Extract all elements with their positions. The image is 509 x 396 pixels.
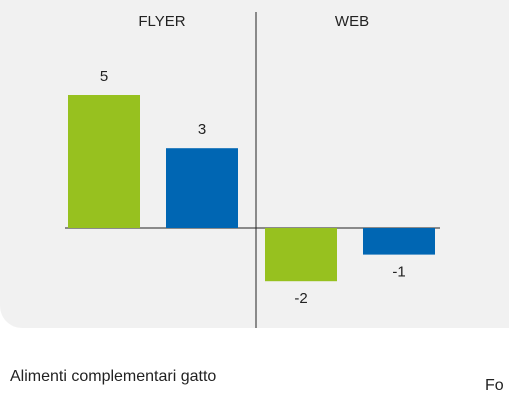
bar-chart: FLYER WEB 5 3 -2 -1 [65, 12, 440, 328]
bar-web-0 [265, 228, 337, 282]
group-label-web: WEB [335, 13, 369, 30]
bar-flyer-1 [166, 148, 238, 228]
data-label-web-1: -1 [392, 264, 405, 281]
bar-flyer-0 [68, 95, 140, 228]
group-label-flyer: FLYER [138, 13, 185, 30]
data-label-web-0: -2 [294, 290, 307, 307]
data-label-flyer-1: 3 [198, 121, 206, 138]
bar-web-1 [363, 228, 435, 255]
chart-caption: Alimenti complementari gatto [10, 368, 217, 385]
data-label-flyer-0: 5 [100, 68, 108, 85]
chart-source-caption: Fo [485, 377, 504, 394]
